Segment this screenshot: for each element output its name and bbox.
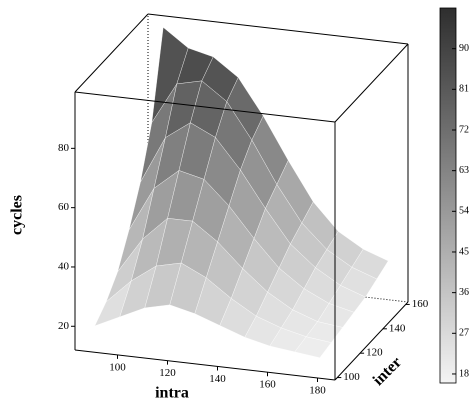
z-tick-label: 80 [58,142,70,154]
undefined [74,13,149,93]
colorbar [439,7,457,384]
colorbar-tick-label: 18 [459,368,469,379]
y-tick-label: 100 [343,371,360,383]
z-tick-label: 60 [58,201,70,213]
colorbar-tick-label: 63 [459,165,469,176]
y-axis-label: inter [370,354,405,389]
undefined [74,91,336,123]
x-tick-label: 120 [159,367,176,379]
x-tick-label: 180 [309,385,326,397]
colorbar-tick-label: 54 [459,206,469,217]
undefined [74,349,336,381]
y-tick-label: 120 [366,347,383,359]
undefined [334,43,409,123]
y-tick-label: 160 [412,298,429,310]
undefined [334,301,409,381]
x-tick-label: 140 [209,373,226,385]
x-tick-label: 160 [259,379,276,391]
colorbar-tick-label: 81 [459,84,469,95]
colorbar-tick-label: 72 [459,124,469,135]
axes: 20 40 60 80 100 120 140 160 180 100 120 140 160 [58,13,429,397]
x-axis-label: intra [155,385,189,402]
colorbar-tick-label: 90 [459,43,469,54]
y-tick-label: 140 [389,322,406,334]
surface-patch [294,336,332,359]
z-tick-label: 20 [58,320,70,332]
z-axis-label: cycles [9,195,26,235]
colorbar-tick-label: 45 [459,246,469,257]
colorbar-tick-label: 27 [459,328,469,339]
x-tick-label: 100 [109,361,126,373]
colorbar-tick-label: 36 [459,287,469,298]
surface [94,26,389,359]
undefined [147,13,409,45]
z-tick-label: 40 [58,260,70,272]
